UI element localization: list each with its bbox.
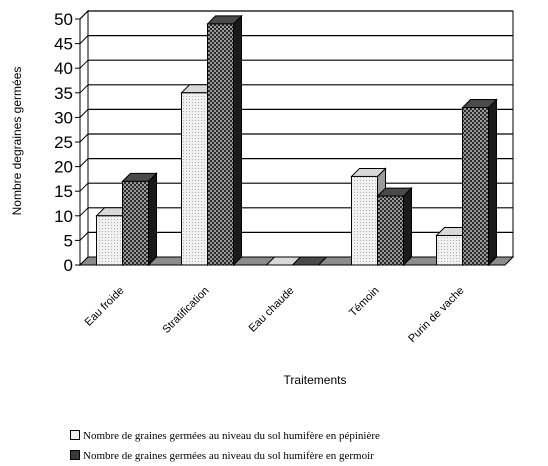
y-tick-label: 50 (54, 10, 73, 29)
plot-area: 0 5 10 15 20 25 30 35 40 45 50 Eau froide Stratifica… (54, 9, 515, 345)
gridline-side (79, 84, 89, 94)
gridline-side (79, 182, 89, 192)
bar-side (233, 14, 242, 267)
x-tick-label: Témoin (347, 285, 381, 319)
legend-label-2: Nombre de graines germées au niveau du s… (83, 450, 374, 462)
x-tick-label: Eau chaude (247, 285, 297, 335)
legend-item-1: Nombre de graines germées au niveau du s… (70, 430, 380, 442)
bar-side (488, 98, 497, 267)
gridline-side (79, 59, 89, 69)
legend-swatch-1 (70, 430, 80, 440)
x-tick-label: Stratification (160, 285, 211, 336)
legend-item-2: Nombre de graines germées au niveau du s… (70, 450, 374, 462)
y-tick-label: 0 (64, 256, 73, 275)
bar-side (403, 186, 412, 267)
gridline-side (79, 109, 89, 118)
gridline-side (79, 35, 89, 44)
bar (181, 92, 208, 266)
bar (351, 175, 378, 266)
y-tick-label: 35 (54, 84, 73, 103)
gridline-side (79, 10, 89, 20)
bar (436, 234, 463, 266)
bar (462, 107, 489, 266)
gridline-side (79, 158, 89, 167)
y-tick-label: 15 (54, 182, 73, 201)
gridline-side (79, 207, 89, 217)
bar-top (291, 256, 328, 266)
y-tick-label: 20 (54, 158, 73, 177)
y-tick-label: 30 (54, 108, 73, 127)
gridline-side (79, 133, 89, 143)
y-tick-label: 5 (64, 231, 73, 250)
bar-chart: 0 5 10 15 20 25 30 35 40 45 50 Eau froide Stratifica… (10, 9, 515, 387)
bar (207, 23, 234, 266)
y-tick-label: 40 (54, 59, 73, 78)
bar (377, 195, 404, 266)
x-tick-label: Eau froide (83, 285, 127, 329)
y-tick-label: 10 (54, 207, 73, 226)
legend-label-1: Nombre de graines germées au niveau du s… (83, 430, 380, 442)
bar (122, 180, 149, 266)
y-axis-title: Nombre degraines germées (10, 67, 24, 216)
x-tick-label: Purin de vache (406, 285, 466, 345)
bar (96, 215, 123, 266)
bar-side (148, 172, 157, 267)
y-tick-label: 45 (54, 35, 73, 54)
y-tick-label: 25 (54, 133, 73, 152)
legend-swatch-2 (70, 450, 80, 460)
gridline-side (79, 232, 89, 241)
x-axis-title: Traitements (284, 373, 347, 387)
